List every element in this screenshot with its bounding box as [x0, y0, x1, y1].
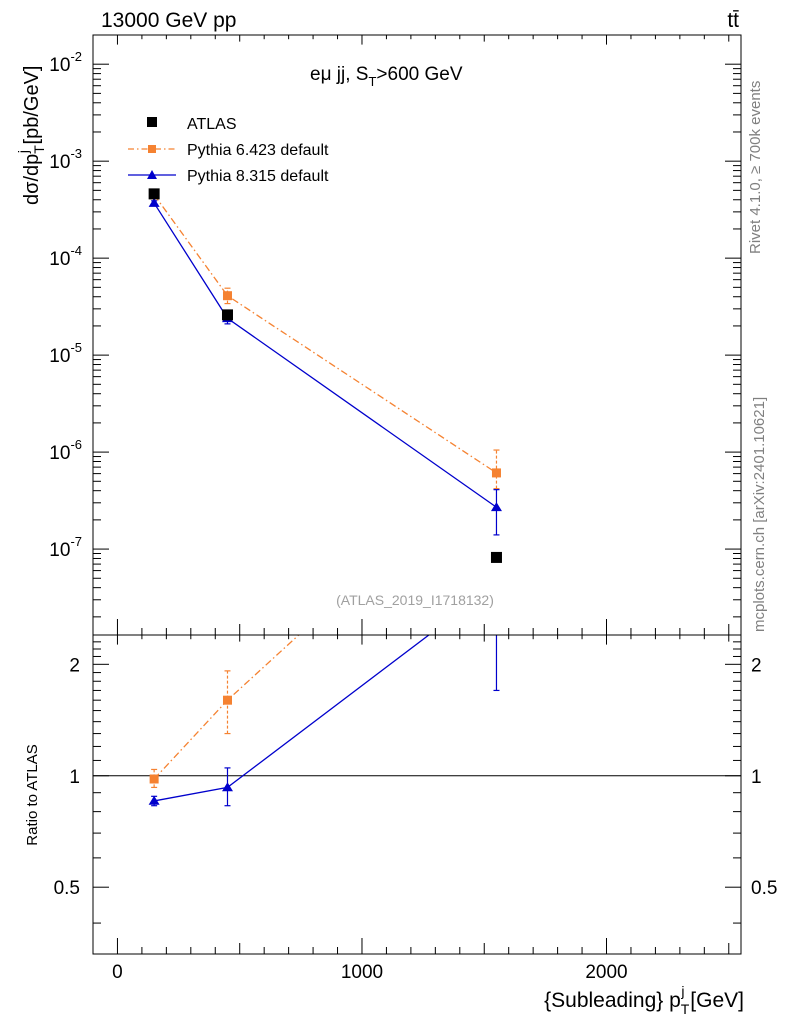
legend-label-pythia8: Pythia 8.315 default	[187, 168, 329, 185]
y-tick-label-ratio-right: 1	[751, 767, 762, 788]
y-tick-label-main: 10-5	[49, 340, 82, 367]
header-right-title: tt̄	[727, 9, 739, 32]
data-point	[148, 188, 160, 200]
xlabel-tail: [GeV]	[684, 989, 744, 1012]
x-axis-label: {Subleading} pTj [GeV]	[544, 983, 744, 1017]
data-point	[149, 774, 159, 784]
y-tick-label-main: 10-4	[49, 243, 82, 270]
title-main: eμ jj, S	[310, 64, 368, 85]
data-point	[221, 782, 233, 792]
y-tick-label-ratio: 0.5	[54, 878, 80, 899]
ylabel-sup: j	[15, 150, 31, 154]
data-point	[148, 795, 160, 805]
y-tick-label-ratio: 2	[69, 655, 80, 676]
title-sub: T	[368, 74, 376, 89]
legend: ATLAS Pythia 6.423 default Pythia 8.315 …	[128, 116, 329, 185]
data-point	[491, 579, 502, 588]
title-tail: >600 GeV	[376, 64, 462, 85]
data-point	[222, 695, 232, 705]
ratio-plot-frame	[92, 634, 742, 955]
data-point	[222, 291, 232, 301]
xlabel-sub: T	[681, 1001, 690, 1017]
series-line	[153, 635, 300, 780]
rivet-version-label: Rivet 4.1.0, ≥ 700k events	[747, 81, 764, 254]
main-plot-series	[148, 188, 502, 563]
main-y-axis-label: dσ/dpTj [pb/GeV]	[15, 66, 47, 205]
header-left-title: 13000 GeV pp	[101, 9, 236, 32]
ylabel-tail: [pb/GeV]	[21, 66, 43, 151]
xlabel-main: {Subleading} p	[544, 989, 681, 1012]
y-tick-label-ratio: 1	[69, 767, 80, 788]
legend-marker-pythia6	[148, 145, 156, 153]
ratio-plot-series	[93, 579, 741, 807]
x-tick-label: 0	[112, 962, 123, 983]
data-point	[148, 197, 160, 207]
mcplots-label: mcplots.cern.ch [arXiv:2401.10621]	[751, 397, 768, 632]
data-point	[221, 309, 233, 321]
series-line	[153, 202, 497, 508]
data-point	[490, 502, 502, 512]
y-tick-label-main: 10-3	[49, 146, 82, 173]
axis-ticks: 0 1000 2000 10-7 10-6 10-5 10-4 10-3 10-2 0.5 0.5 1…	[49, 34, 777, 983]
y-tick-label-ratio-right: 2	[751, 655, 762, 676]
data-point	[491, 468, 501, 478]
y-tick-label-ratio-right: 0.5	[751, 878, 777, 899]
xlabel-sup: j	[680, 983, 684, 999]
y-tick-label-main: 10-2	[49, 49, 82, 76]
data-point	[490, 551, 502, 563]
legend-label-atlas: ATLAS	[187, 116, 237, 133]
y-tick-label-main: 10-6	[49, 437, 82, 464]
main-plot-title: eμ jj, ST>600 GeV	[310, 64, 463, 89]
legend-marker-atlas	[147, 117, 157, 127]
ylabel-main: dσ/dp	[21, 154, 43, 205]
analysis-watermark: (ATLAS_2019_I1718132)	[336, 592, 494, 608]
ratio-y-axis-label: Ratio to ATLAS	[24, 744, 41, 845]
x-tick-label: 1000	[341, 962, 383, 983]
x-tick-label: 2000	[585, 962, 627, 983]
legend-label-pythia6: Pythia 6.423 default	[187, 142, 329, 159]
series-line	[154, 635, 430, 802]
ylabel-sub: T	[31, 145, 47, 154]
series-line	[153, 194, 497, 474]
y-tick-label-main: 10-7	[49, 534, 82, 561]
legend-marker-pythia8	[147, 170, 157, 179]
